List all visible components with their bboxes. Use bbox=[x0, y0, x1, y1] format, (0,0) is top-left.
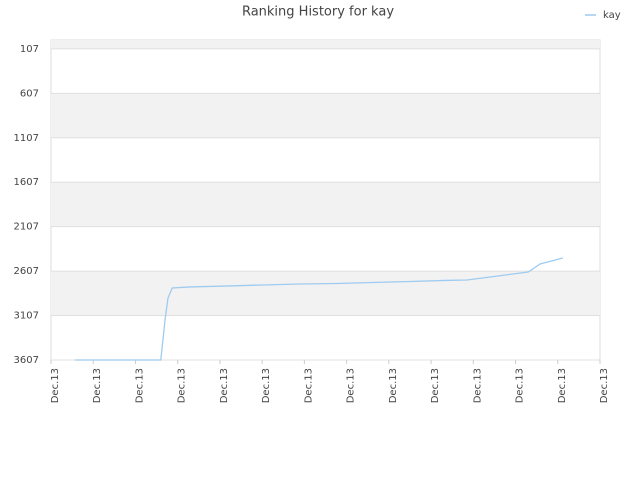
y-tick-label: 607 bbox=[20, 88, 39, 99]
x-tick-label: Dec.13 bbox=[303, 368, 314, 403]
grid-band bbox=[51, 40, 600, 49]
x-tick-label: Dec.13 bbox=[515, 368, 526, 403]
y-tick-label: 107 bbox=[20, 44, 39, 55]
x-tick-label: Dec.13 bbox=[346, 368, 357, 403]
x-tick-label: Dec.13 bbox=[388, 368, 399, 403]
x-tick-label: Dec.13 bbox=[472, 368, 483, 403]
x-tick-label: Dec.13 bbox=[134, 368, 145, 403]
y-tick-label: 3107 bbox=[14, 311, 39, 322]
legend-label: kay bbox=[603, 10, 621, 21]
y-tick-label: 3607 bbox=[14, 355, 39, 366]
y-tick-label: 2607 bbox=[14, 266, 39, 277]
x-tick-label: Dec.13 bbox=[261, 368, 272, 403]
grid-band bbox=[51, 93, 600, 138]
x-tick-label: Dec.13 bbox=[599, 368, 610, 403]
y-tick-label: 1107 bbox=[14, 133, 39, 144]
x-tick-label: Dec.13 bbox=[557, 368, 568, 403]
x-tick-label: Dec.13 bbox=[219, 368, 230, 403]
x-tick-label: Dec.13 bbox=[50, 368, 61, 403]
x-tick-label: Dec.13 bbox=[92, 368, 103, 403]
y-tick-label: 2107 bbox=[14, 222, 39, 233]
y-tick-label: 1607 bbox=[14, 177, 39, 188]
grid-band bbox=[51, 271, 600, 316]
x-tick-label: Dec.13 bbox=[177, 368, 188, 403]
chart-title: Ranking History for kay bbox=[242, 5, 394, 20]
x-tick-label: Dec.13 bbox=[430, 368, 441, 403]
grid-band bbox=[51, 182, 600, 227]
data-line bbox=[75, 257, 564, 361]
